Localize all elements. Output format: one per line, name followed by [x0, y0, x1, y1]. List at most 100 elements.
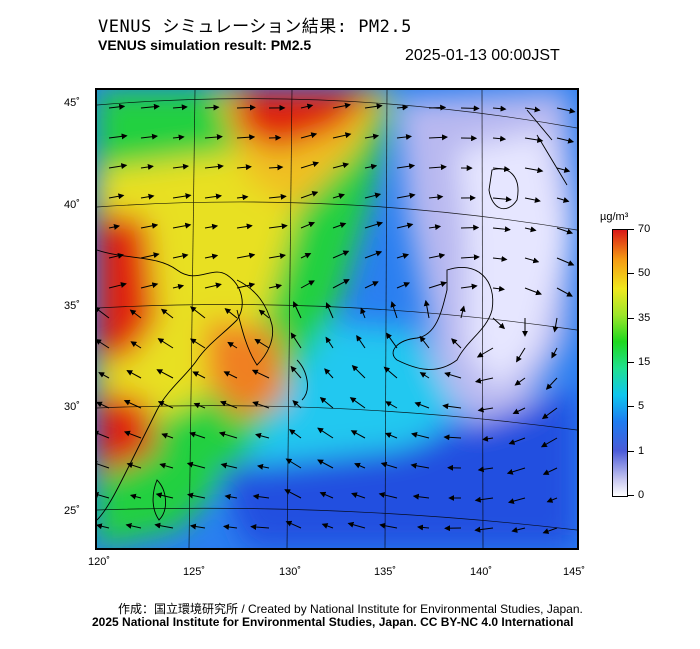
wind-arrow [506, 467, 526, 475]
wind-arrow [97, 306, 110, 319]
wind-arrow [236, 164, 252, 171]
wind-arrow [347, 521, 366, 529]
wind-arrow [300, 221, 316, 229]
wind-arrow [451, 338, 462, 349]
wind-arrow [126, 370, 142, 379]
wind-arrow [160, 308, 174, 319]
wind-arrow [236, 223, 253, 230]
concentration-field [97, 90, 577, 548]
pm25-map [95, 88, 579, 550]
lon-tick-label: 120˚ [88, 556, 111, 568]
wind-arrow [204, 104, 220, 111]
lat-tick-label: 35˚ [64, 300, 80, 312]
wind-arrow [332, 279, 350, 289]
colorbar-label: 70 [638, 223, 651, 235]
wind-arrow [159, 462, 174, 469]
wind-arrow [258, 309, 270, 319]
wind-arrow [325, 302, 334, 319]
wind-arrow [492, 166, 511, 173]
wind-arrow [290, 332, 302, 349]
wind-arrow [364, 103, 383, 110]
wind-arrow [97, 523, 110, 530]
wind-arrow [236, 134, 256, 141]
copyright-line: 2025 National Institute for Environmenta… [92, 615, 574, 629]
wind-arrow [130, 341, 142, 349]
wind-arrow [460, 254, 480, 261]
title-english: VENUS simulation result: PM2.5 [98, 37, 312, 53]
colorbar-label: 5 [638, 400, 645, 412]
wind-arrow [524, 257, 540, 264]
wind-arrow [428, 252, 446, 259]
wind-arrow [255, 432, 270, 439]
wind-arrow [385, 401, 398, 409]
wind-arrow [156, 369, 174, 379]
wind-arrow [319, 397, 334, 409]
wind-arrow [192, 371, 206, 379]
wind-arrow [524, 287, 542, 296]
wind-arrow [474, 377, 494, 384]
wind-arrow [396, 253, 410, 259]
wind-arrow [236, 282, 256, 289]
title-japanese: VENUS シミュレーション結果: PM2.5 [98, 17, 412, 37]
wind-arrow [460, 224, 480, 231]
wind-arrow [172, 222, 192, 229]
wind-arrow [542, 467, 558, 475]
wind-arrow [204, 253, 219, 260]
wind-arrow [556, 257, 575, 266]
wind-arrow [97, 460, 110, 469]
wind-arrow [460, 105, 480, 112]
wind-arrow [97, 430, 110, 439]
wind-arrow [123, 399, 142, 409]
wind-arrow [492, 317, 506, 330]
wind-arrow [414, 401, 430, 409]
colorbar-tick [628, 229, 634, 230]
wind-arrow [251, 369, 270, 379]
wind-arrow [300, 103, 314, 110]
wind-arrow [524, 167, 544, 174]
colorbar-label: 1 [638, 445, 645, 457]
colorbar-label: 35 [638, 312, 651, 324]
wind-arrow [524, 137, 544, 143]
wind-arrow [551, 347, 558, 359]
wind-arrow [236, 252, 256, 259]
wind-arrow [444, 371, 462, 379]
wind-arrow [556, 227, 574, 235]
wind-arrow [157, 400, 174, 409]
wind-arrow [511, 526, 526, 533]
wind-arrow [428, 164, 447, 171]
wind-arrow [193, 402, 206, 409]
wind-arrow [556, 137, 575, 144]
wind-arrow [492, 226, 511, 233]
wind-arrow [268, 283, 283, 290]
wind-arrow [189, 338, 206, 349]
wind-arrow [364, 221, 384, 229]
wind-arrow [351, 364, 366, 379]
wind-vectors [97, 102, 576, 534]
colorbar-unit: µg/m³ [600, 211, 629, 223]
wind-arrow [419, 372, 430, 379]
wind-arrow [492, 255, 508, 262]
wind-arrow [492, 135, 507, 142]
wind-arrow [492, 196, 512, 203]
wind-arrow [220, 462, 238, 469]
wind-arrow [268, 164, 284, 171]
wind-arrow [351, 492, 366, 499]
wind-arrow [442, 403, 462, 410]
wind-arrow [224, 308, 238, 319]
wind-arrow [428, 104, 447, 111]
wind-arrow [108, 103, 126, 110]
colorbar-label: 0 [638, 489, 645, 501]
wind-arrow [204, 163, 224, 170]
colorbar-tick [628, 406, 634, 407]
wind-arrow [300, 252, 312, 259]
wind-arrow [542, 527, 558, 534]
wind-arrow [396, 282, 411, 289]
wind-arrow [190, 306, 206, 319]
wind-arrow [292, 301, 302, 319]
wind-arrow [140, 222, 159, 229]
wind-arrow [476, 347, 494, 358]
wind-arrow [284, 489, 302, 499]
wind-arrow [108, 282, 127, 289]
wind-arrow [332, 193, 345, 199]
wind-arrow [140, 133, 158, 140]
